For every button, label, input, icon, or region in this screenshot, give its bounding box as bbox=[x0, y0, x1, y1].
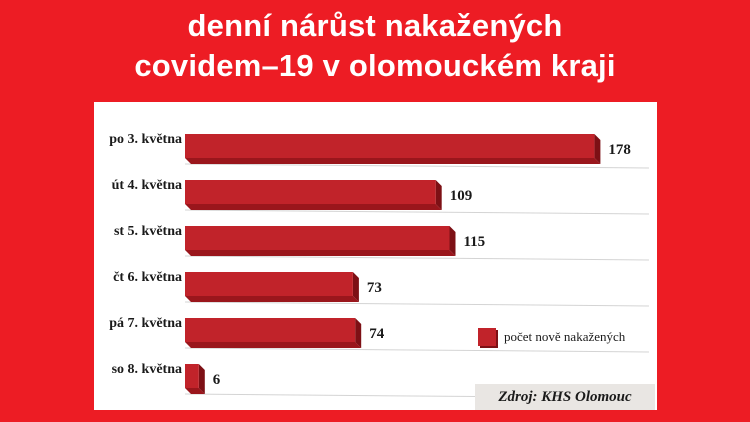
category-label: pá 7. května bbox=[109, 316, 182, 331]
bar-bottom bbox=[185, 158, 601, 164]
title-line-1: denní nárůst nakažených bbox=[187, 8, 563, 43]
bar bbox=[185, 272, 353, 296]
bar-side bbox=[594, 134, 601, 164]
gridline bbox=[184, 163, 650, 169]
bar-bottom bbox=[185, 342, 362, 348]
value-label: 115 bbox=[463, 234, 486, 250]
legend: počet nově nakažených bbox=[478, 328, 625, 346]
chart-panel: po 3. května 178 út 4. května 109 st 5. květ… bbox=[94, 102, 657, 410]
bar bbox=[185, 134, 595, 158]
bar-bottom bbox=[185, 388, 205, 394]
bar-side bbox=[449, 226, 456, 256]
category-label: čt 6. května bbox=[113, 270, 182, 285]
value-label: 109 bbox=[449, 188, 473, 204]
bar-side bbox=[352, 272, 359, 302]
gridline bbox=[184, 347, 650, 353]
bar bbox=[185, 180, 436, 204]
value-label: 74 bbox=[369, 326, 385, 342]
bar bbox=[185, 364, 199, 388]
value-label: 6 bbox=[212, 372, 221, 388]
category-label: so 8. května bbox=[111, 362, 182, 377]
bar-side bbox=[355, 318, 362, 348]
category-label: út 4. května bbox=[111, 178, 182, 193]
bar bbox=[185, 318, 356, 342]
bar-bottom bbox=[185, 250, 456, 256]
bar-side bbox=[198, 364, 205, 394]
category-label: st 5. května bbox=[113, 224, 182, 239]
bar bbox=[185, 226, 450, 250]
bar-chart bbox=[184, 134, 650, 399]
source-note: Zdroj: KHS Olomouc bbox=[475, 384, 655, 410]
value-label: 178 bbox=[608, 142, 631, 158]
category-label: po 3. května bbox=[109, 132, 182, 147]
bar-bottom bbox=[185, 296, 359, 302]
legend-swatch bbox=[478, 328, 496, 346]
bar-bottom bbox=[185, 204, 442, 210]
title-line-2: covidem–19 v olomouckém kraji bbox=[134, 48, 616, 83]
gridline bbox=[184, 301, 650, 307]
legend-label: počet nově nakažených bbox=[504, 329, 626, 344]
bar-side bbox=[435, 180, 442, 210]
gridline bbox=[184, 255, 650, 261]
gridline bbox=[184, 209, 650, 215]
chart-title: denní nárůst nakažených covidem–19 v olo… bbox=[0, 6, 750, 86]
value-label: 73 bbox=[366, 280, 382, 296]
